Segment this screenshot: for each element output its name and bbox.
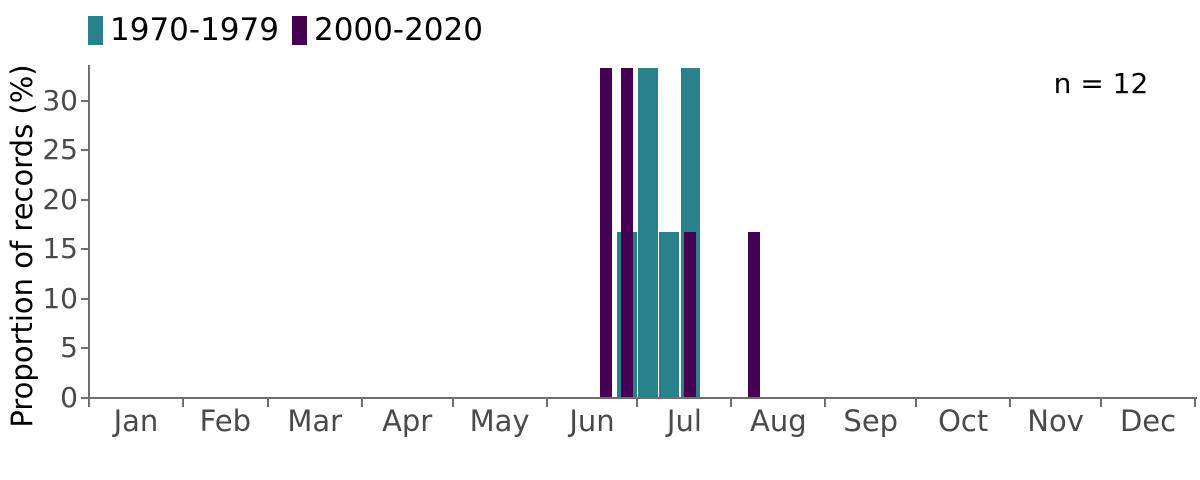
x-axis-tick — [730, 399, 733, 407]
x-axis-tick — [1194, 399, 1196, 407]
x-axis-tick — [1009, 399, 1012, 407]
y-tick-label: 5 — [60, 331, 78, 364]
y-axis-tick — [81, 99, 89, 102]
y-tick-label: 15 — [42, 232, 78, 265]
x-axis-tick — [360, 399, 363, 407]
x-axis-tick — [1100, 399, 1103, 407]
x-month-label: Dec — [1119, 404, 1177, 438]
x-month-label: Jul — [666, 404, 702, 438]
x-axis-tick — [545, 399, 548, 407]
legend-swatch-icon — [291, 15, 307, 45]
histogram-bar-2000-2020 — [599, 67, 612, 398]
legend-item: 2000-2020 — [291, 12, 483, 48]
y-axis-tick — [81, 396, 89, 399]
x-month-label: Sep — [843, 404, 899, 438]
y-axis-tick — [81, 149, 89, 151]
y-axis-tick — [81, 297, 89, 300]
histogram-bar-1970-1979 — [638, 67, 658, 398]
y-axis-tick — [81, 248, 89, 250]
histogram-bar-2000-2020 — [684, 232, 697, 398]
x-axis-tick — [88, 399, 90, 407]
sample-size-annotation: n = 12 — [1053, 67, 1149, 100]
legend: 1970-1979 2000-2020 — [88, 12, 483, 48]
x-axis-line — [88, 397, 1197, 399]
histogram-bar-1970-1979 — [659, 232, 680, 398]
x-month-label: Apr — [382, 404, 433, 438]
y-axis-line — [88, 65, 90, 399]
x-axis-tick — [636, 399, 639, 407]
legend-item: 1970-1979 — [88, 12, 279, 48]
legend-swatch-icon — [88, 15, 103, 45]
x-month-label: Feb — [199, 404, 252, 438]
x-month-label: Jan — [113, 404, 159, 438]
y-tick-label: 10 — [42, 281, 78, 315]
y-tick-label: 25 — [42, 133, 78, 166]
legend-label: 1970-1979 — [110, 12, 279, 48]
x-axis-tick — [266, 399, 269, 407]
x-month-label: Jun — [569, 404, 615, 438]
y-tick-label: 30 — [42, 83, 78, 117]
x-month-label: Aug — [750, 404, 807, 438]
x-axis-tick — [181, 399, 184, 407]
histogram-bar-2000-2020 — [748, 232, 761, 398]
x-axis-tick — [824, 399, 827, 407]
legend-label: 2000-2020 — [313, 12, 483, 48]
x-axis-tick — [451, 399, 454, 407]
x-axis-tick — [915, 399, 918, 407]
histogram-bar-2000-2020 — [620, 67, 633, 398]
x-month-label: Nov — [1027, 404, 1084, 438]
x-month-label: Oct — [938, 404, 989, 438]
y-axis-tick — [81, 198, 89, 201]
y-axis-tick — [81, 347, 89, 349]
x-month-label: Mar — [287, 404, 343, 438]
x-month-label: May — [469, 404, 530, 438]
y-tick-label: 20 — [42, 182, 78, 216]
y-tick-label: 0 — [60, 380, 78, 414]
